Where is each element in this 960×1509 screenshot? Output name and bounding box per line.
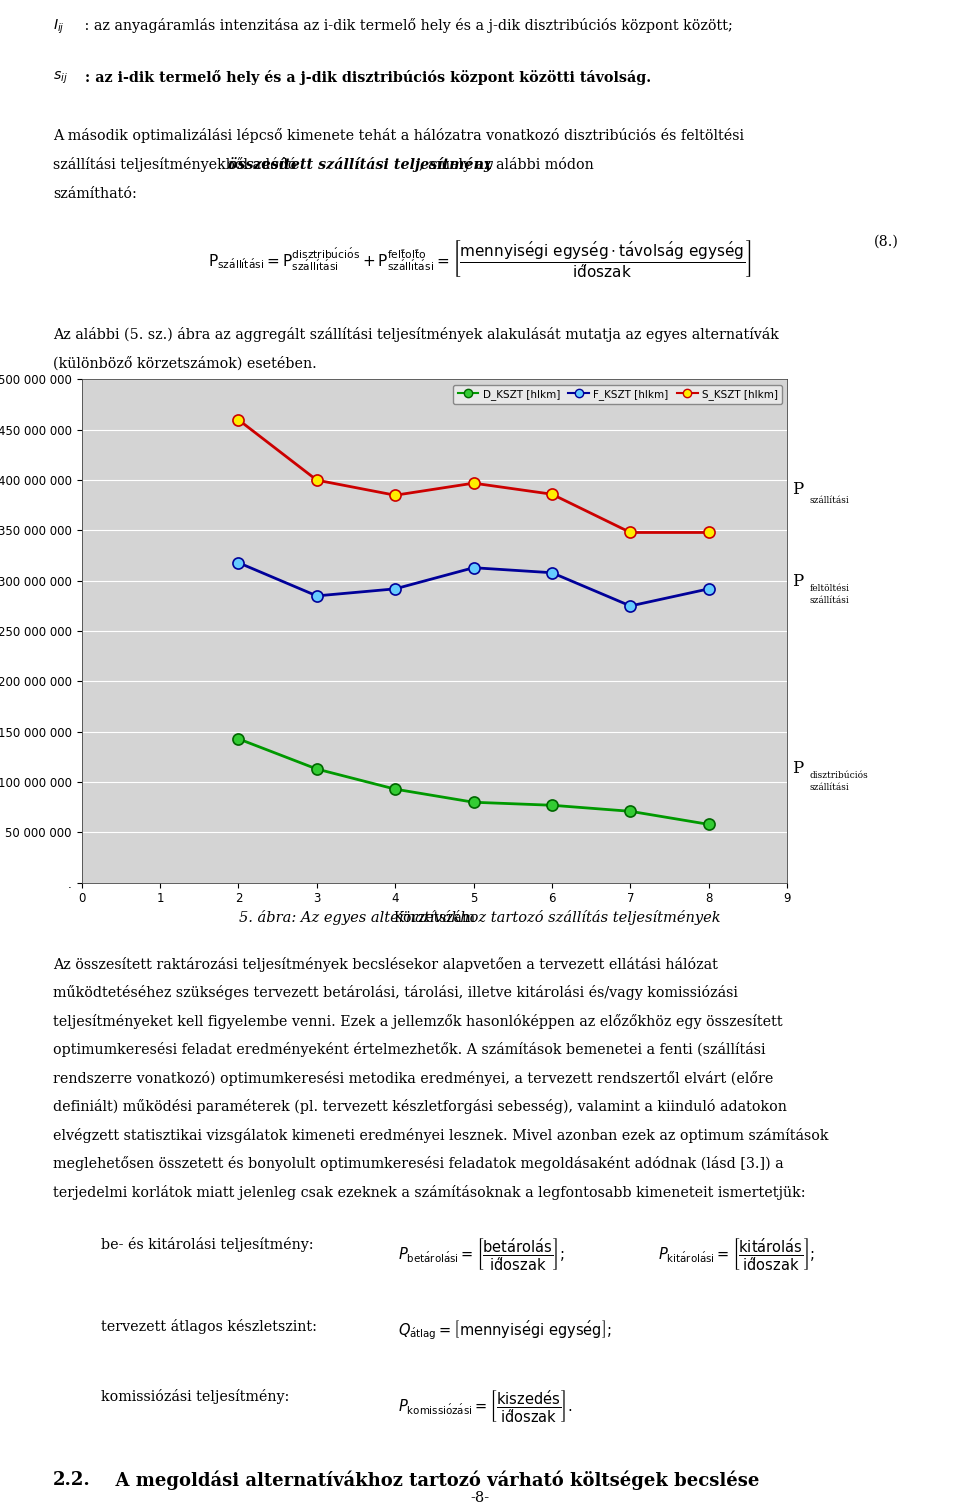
F_KSZT [hlkm] <box>546 564 558 582</box>
Text: $Q_{\mathrm{\acute{a}tlag}} = \left[\mathrm{mennyis\acute{e}gi\ egys\acute{e}g}\: $Q_{\mathrm{\acute{a}tlag}} = \left[\mat… <box>398 1319 612 1343</box>
D_KSZT [hlkm] <box>390 780 401 798</box>
Text: $s_{ij}$: $s_{ij}$ <box>53 69 68 86</box>
Line: S_KSZT [hlkm]: S_KSZT [hlkm] <box>233 413 714 539</box>
Text: : az i-dik termelő hely és a j-dik disztribúciós központ közötti távolság.: : az i-dik termelő hely és a j-dik diszt… <box>80 69 651 85</box>
Text: : az anyagáramlás intenzitása az i-dik termelő hely és a j-dik disztribúciós köz: : az anyagáramlás intenzitása az i-dik t… <box>80 18 732 33</box>
S_KSZT [hlkm] <box>625 524 636 542</box>
Text: szállítási: szállítási <box>809 783 849 792</box>
D_KSZT [hlkm] <box>703 815 714 833</box>
S_KSZT [hlkm] <box>468 474 479 492</box>
Line: D_KSZT [hlkm]: D_KSZT [hlkm] <box>233 733 714 830</box>
Text: meglehetősen összetett és bonyolult optimumkeresési feladatok megoldásaként adód: meglehetősen összetett és bonyolult opti… <box>53 1156 783 1171</box>
S_KSZT [hlkm] <box>390 486 401 504</box>
Text: összesített szállítási teljesítmény: összesített szállítási teljesítmény <box>228 157 492 172</box>
Text: működtetéséhez szükséges tervezett betárolási, tárolási, illetve kitárolási és/v: működtetéséhez szükséges tervezett betár… <box>53 985 737 1000</box>
Text: P: P <box>792 573 804 590</box>
Text: teljesítményeket kell figyelembe venni. Ezek a jellemzők hasonlóképpen az előzők: teljesítményeket kell figyelembe venni. … <box>53 1014 782 1029</box>
Text: tervezett átlagos készletszint:: tervezett átlagos készletszint: <box>101 1319 317 1334</box>
Text: $P_{\mathrm{kit\acute{a}rol\acute{a}si}} = \left[\dfrac{\mathrm{kit\acute{a}rol\: $P_{\mathrm{kit\acute{a}rol\acute{a}si}}… <box>658 1237 814 1274</box>
Text: (különböző körzetszámok) esetében.: (különböző körzetszámok) esetében. <box>53 356 317 370</box>
Text: 5. ábra: Az egyes alternatívákhoz tartozó szállítás teljesítmények: 5. ábra: Az egyes alternatívákhoz tartoz… <box>239 910 721 925</box>
F_KSZT [hlkm] <box>703 579 714 598</box>
Text: terjedelmi korlátok miatt jelenleg csak ezeknek a számításoknak a legfontosabb k: terjedelmi korlátok miatt jelenleg csak … <box>53 1185 805 1200</box>
F_KSZT [hlkm] <box>311 587 323 605</box>
Text: szállítási teljesítményekből adódó: szállítási teljesítményekből adódó <box>53 157 300 172</box>
Text: szállítási: szállítási <box>809 496 849 506</box>
Text: szállítási: szállítási <box>809 596 849 605</box>
Text: 2.2.: 2.2. <box>53 1471 90 1489</box>
Text: -8-: -8- <box>470 1491 490 1504</box>
Text: feltöltési: feltöltési <box>809 584 850 593</box>
Text: (8.): (8.) <box>874 235 899 249</box>
D_KSZT [hlkm] <box>468 794 479 812</box>
F_KSZT [hlkm] <box>625 598 636 616</box>
X-axis label: Körzetszám: Körzetszám <box>394 911 475 925</box>
D_KSZT [hlkm] <box>311 761 323 779</box>
D_KSZT [hlkm] <box>232 730 244 748</box>
F_KSZT [hlkm] <box>232 554 244 572</box>
S_KSZT [hlkm] <box>232 410 244 429</box>
S_KSZT [hlkm] <box>311 471 323 489</box>
D_KSZT [hlkm] <box>625 803 636 821</box>
Text: definiált) működési paraméterek (pl. tervezett készletforgási sebesség), valamin: definiált) működési paraméterek (pl. ter… <box>53 1100 786 1114</box>
Text: disztribúciós: disztribúciós <box>809 771 868 780</box>
F_KSZT [hlkm] <box>390 579 401 598</box>
Text: , amely az alábbi módon: , amely az alábbi módon <box>419 157 594 172</box>
Text: számítható:: számítható: <box>53 187 136 201</box>
Text: elvégzett statisztikai vizsgálatok kimeneti eredményei lesznek. Mivel azonban ez: elvégzett statisztikai vizsgálatok kimen… <box>53 1127 828 1142</box>
Text: $I_{ij}$: $I_{ij}$ <box>53 18 64 36</box>
Text: $\mathrm{P}_{\mathrm{sz\acute{a}ll\acute{\i}t\acute{a}si}} = \mathrm{P}_{\mathrm: $\mathrm{P}_{\mathrm{sz\acute{a}ll\acute… <box>208 238 752 279</box>
Line: F_KSZT [hlkm]: F_KSZT [hlkm] <box>233 557 714 611</box>
Text: A megoldási alternatívákhoz tartozó várható költségek becslése: A megoldási alternatívákhoz tartozó várh… <box>103 1471 759 1491</box>
Text: A második optimalizálási lépcső kimenete tehát a hálózatra vonatkozó disztribúci: A második optimalizálási lépcső kimenete… <box>53 128 744 143</box>
Text: $P_{\mathrm{komissi\acute{o}z\acute{a}si}} = \left[\dfrac{\mathrm{kiszed\acute{e: $P_{\mathrm{komissi\acute{o}z\acute{a}si… <box>398 1388 573 1426</box>
D_KSZT [hlkm] <box>546 797 558 815</box>
Text: $P_{\mathrm{bet\acute{a}rol\acute{a}si}} = \left[\dfrac{\mathrm{bet\acute{a}rol\: $P_{\mathrm{bet\acute{a}rol\acute{a}si}}… <box>398 1237 565 1274</box>
S_KSZT [hlkm] <box>546 486 558 504</box>
Text: komissiózási teljesítmény:: komissiózási teljesítmény: <box>101 1388 289 1403</box>
F_KSZT [hlkm] <box>468 558 479 576</box>
Legend: D_KSZT [hlkm], F_KSZT [hlkm], S_KSZT [hlkm]: D_KSZT [hlkm], F_KSZT [hlkm], S_KSZT [hl… <box>453 385 782 404</box>
Text: optimumkeresési feladat eredményeként értelmezhetők. A számítások bemenetei a fe: optimumkeresési feladat eredményeként ér… <box>53 1043 765 1058</box>
Text: Az összesített raktározási teljesítmények becslésekor alapvetően a tervezett ell: Az összesített raktározási teljesítménye… <box>53 957 718 972</box>
S_KSZT [hlkm] <box>703 524 714 542</box>
Text: Az alábbi (5. sz.) ábra az aggregált szállítási teljesítmények alakulását mutatj: Az alábbi (5. sz.) ábra az aggregált szá… <box>53 327 779 343</box>
Text: be- és kitárolási teljesítmény:: be- és kitárolási teljesítmény: <box>101 1237 313 1252</box>
Text: P: P <box>792 759 804 777</box>
Text: rendszerre vonatkozó) optimumkeresési metodika eredményei, a tervezett rendszert: rendszerre vonatkozó) optimumkeresési me… <box>53 1071 773 1086</box>
Text: P: P <box>792 481 804 498</box>
